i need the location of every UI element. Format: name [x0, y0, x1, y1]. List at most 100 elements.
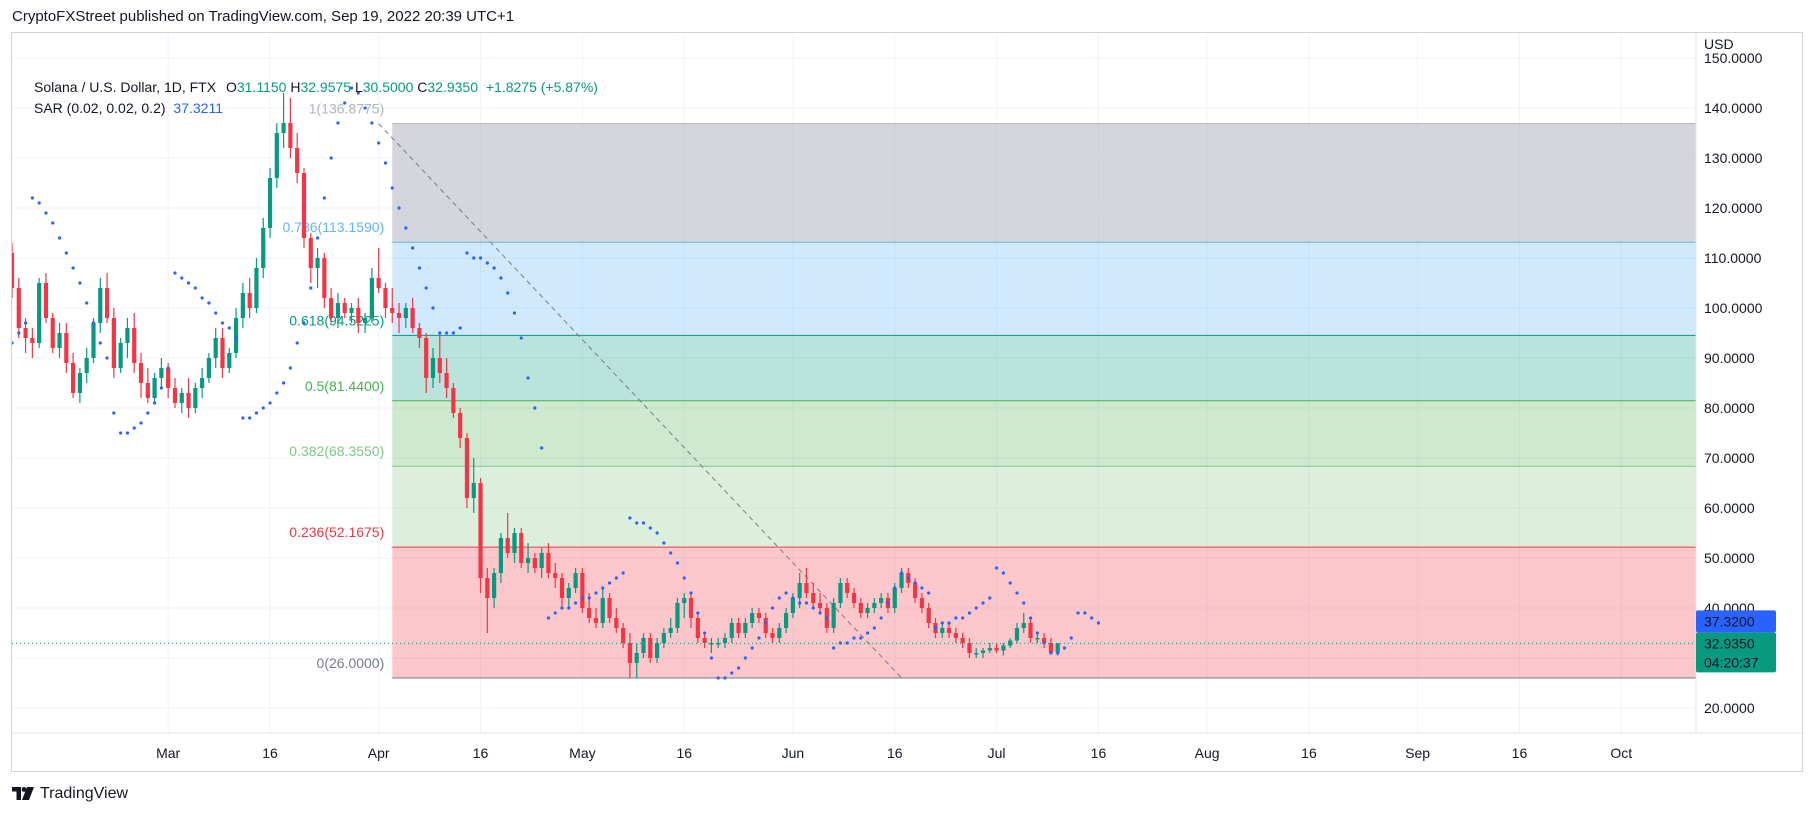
- high-value: 32.9575: [300, 79, 352, 95]
- candle: [111, 308, 116, 378]
- candle: [675, 598, 680, 633]
- x-tick-label: Jul: [988, 745, 1006, 761]
- candle: [308, 233, 313, 283]
- candle-body: [627, 643, 633, 663]
- candle: [614, 608, 619, 633]
- y-tick-label: 130.0000: [1704, 150, 1763, 166]
- candle: [213, 328, 218, 368]
- symbol-title[interactable]: Solana / U.S. Dollar, 1D, FTX: [34, 79, 217, 95]
- candle-body: [288, 123, 293, 148]
- candle: [546, 543, 551, 578]
- sar-dot: [540, 446, 544, 450]
- candle-body: [688, 598, 694, 618]
- candle: [464, 433, 470, 508]
- candle-body: [267, 178, 273, 228]
- sar-dot: [112, 411, 116, 415]
- candle: [383, 283, 388, 318]
- candle: [288, 98, 293, 158]
- sar-dot: [798, 601, 802, 605]
- y-tick-label: 80.0000: [1704, 400, 1755, 416]
- candle-body: [641, 638, 646, 653]
- candle-body: [505, 538, 510, 553]
- candle-body: [104, 288, 110, 318]
- candle: [994, 643, 999, 653]
- tradingview-footer[interactable]: TradingView: [12, 785, 128, 803]
- candle: [193, 383, 198, 413]
- sar-dot: [940, 621, 944, 625]
- sar-dot: [872, 626, 876, 630]
- candle: [750, 608, 755, 628]
- sar-dot: [397, 206, 401, 210]
- close-value: 32.9350: [427, 79, 478, 95]
- sar-dot: [295, 341, 299, 345]
- candle: [322, 253, 327, 308]
- candle: [756, 608, 762, 623]
- candle-body: [838, 583, 843, 603]
- candle-body: [138, 363, 144, 383]
- candle-body: [879, 598, 884, 603]
- candle: [777, 623, 782, 643]
- sar-dot: [961, 616, 965, 620]
- candle: [281, 93, 286, 148]
- candle: [342, 298, 347, 318]
- sar-dot: [465, 251, 469, 255]
- candle: [580, 568, 585, 613]
- x-tick-label: May: [569, 745, 595, 761]
- sar-dot: [180, 276, 184, 280]
- fib-zone-0-786: [392, 242, 1696, 336]
- chart-frame[interactable]: Solana / U.S. Dollar, 1D, FTX O31.1150 H…: [11, 32, 1803, 772]
- candle: [919, 593, 925, 613]
- candle-body: [607, 598, 612, 618]
- candle-body: [661, 633, 666, 643]
- candle-body: [295, 148, 300, 173]
- candle: [600, 588, 605, 628]
- candle: [424, 333, 429, 393]
- candle-body: [750, 613, 755, 623]
- candle: [247, 278, 252, 318]
- sar-dot: [675, 561, 680, 565]
- candle: [729, 618, 734, 643]
- sar-dot: [234, 336, 238, 340]
- candle-body: [57, 333, 62, 348]
- sar-dot: [981, 601, 985, 605]
- candle-body: [478, 483, 483, 578]
- fib-zone-0-618: [392, 335, 1696, 401]
- candle-body: [600, 598, 605, 623]
- sar-dot: [268, 401, 272, 405]
- x-tick-label: Oct: [1610, 745, 1632, 761]
- candle: [763, 613, 768, 638]
- candle-body: [396, 313, 402, 318]
- price-chart[interactable]: 1(136.8775) 0.786(113.1590) 0.618(94.5225)…: [12, 33, 1802, 771]
- low-value: 30.5000: [362, 79, 414, 95]
- sar-dot: [594, 591, 598, 595]
- candle: [356, 298, 361, 333]
- candle: [138, 353, 144, 398]
- y-tick-label: 140.0000: [1704, 100, 1763, 116]
- x-tick-label: 16: [262, 745, 278, 761]
- candle: [817, 593, 823, 613]
- sar-dot: [791, 596, 795, 600]
- sar-dot: [309, 286, 313, 290]
- sar-indicator-label[interactable]: SAR (0.02, 0.02, 0.2): [34, 100, 166, 116]
- candle: [831, 598, 836, 633]
- time-axis: Mar 16 Apr 16 May 16 Jun 16 Jul 16 Aug 16 Sep 16 Oct: [12, 732, 1802, 761]
- candle: [50, 313, 55, 353]
- sar-dot: [818, 611, 822, 615]
- candle-body: [648, 638, 653, 658]
- candle: [77, 368, 83, 403]
- candle: [125, 318, 130, 358]
- sar-dot: [696, 611, 700, 615]
- sar-dot: [567, 606, 571, 610]
- candle-body: [1042, 638, 1047, 643]
- candle: [118, 338, 123, 373]
- x-tick-label: Mar: [156, 745, 180, 761]
- fib-label-0-786: 0.786(113.1590): [283, 219, 385, 235]
- sar-dot: [37, 201, 41, 205]
- sar-dot: [349, 86, 354, 90]
- sar-dot: [506, 291, 510, 295]
- fib-label-0-5: 0.5(81.4400): [305, 378, 384, 394]
- x-tick-label: Apr: [368, 745, 390, 761]
- sar-dot: [282, 381, 286, 385]
- candle-body: [464, 438, 470, 498]
